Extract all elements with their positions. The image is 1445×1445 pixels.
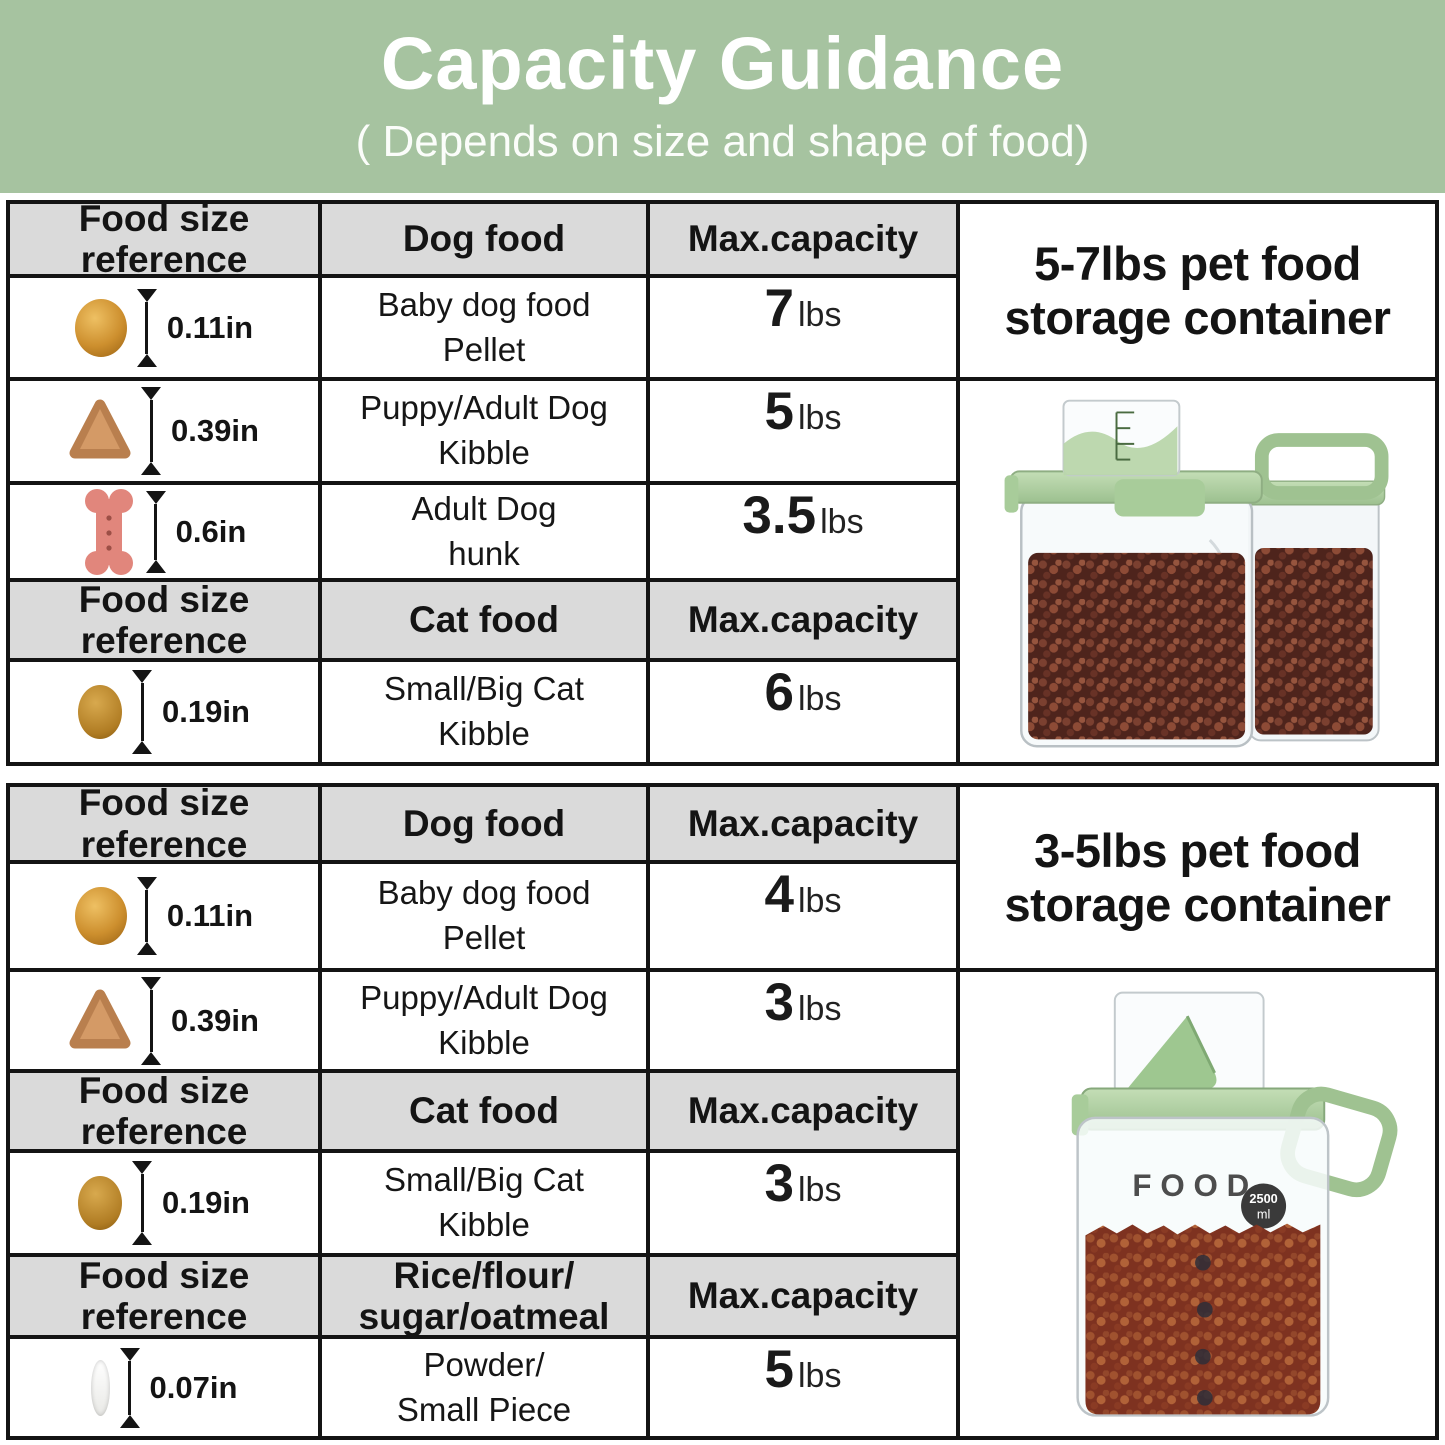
page-title: Capacity Guidance (380, 21, 1065, 105)
food-type-cell: Baby dog food Pellet (322, 278, 646, 377)
col-header-dog-food: Dog food (322, 787, 646, 860)
capacity-cell: 3.5 lbs (650, 485, 956, 578)
food-type-cell: Puppy/Adult Dog Kibble (322, 972, 646, 1069)
oval-kibble-icon (78, 685, 123, 739)
size-label: 0.07in (149, 1369, 238, 1405)
food-label: FOOD (1132, 1168, 1258, 1203)
capacity-cell: 7 lbs (650, 278, 956, 377)
volume-label: 2500 (1249, 1191, 1277, 1206)
size-reference-cell: 0.6in (10, 485, 318, 578)
size-reference-cell: 0.11in (10, 864, 318, 968)
height-measure-icon (132, 670, 153, 754)
container-illustration: FOOD 2500 ml (1071, 991, 1397, 1417)
capacity-table-3-5lbs: 3-5lbs pet food storage container (6, 782, 1439, 1440)
round-pellet-icon (74, 298, 127, 357)
size-label: 0.11in (166, 309, 254, 345)
food-type-cell: Puppy/Adult Dog Kibble (322, 381, 646, 481)
col-header-max-capacity: Max.capacity (650, 787, 956, 860)
capacity-cell: 3 lbs (650, 972, 956, 1069)
size-reference-cell: 0.19in (10, 662, 318, 762)
container-pair-illustration (1004, 399, 1388, 747)
col-header-food-size: Food size reference (10, 579, 318, 661)
size-reference-cell: 0.11in (10, 278, 318, 377)
food-type-cell: Powder/Small Piece (322, 1339, 646, 1436)
capacity-unit: lbs (798, 296, 842, 334)
food-type-cell: Small/Big Cat Kibble (322, 662, 646, 762)
size-label: 0.11in (166, 898, 254, 933)
col-header-max-capacity: Max.capacity (650, 1073, 956, 1149)
col-header-max-capacity: Max.capacity (650, 582, 956, 658)
col-header-cat-food: Cat food (322, 1073, 646, 1149)
capacity-cell: 5 lbs (650, 1339, 956, 1436)
height-measure-icon (145, 490, 166, 573)
size-reference-cell: 0.39in (10, 972, 318, 1069)
height-measure-icon (132, 1161, 153, 1245)
capacity-table-5-7lbs: 5-7lbs pet food storage container (6, 198, 1439, 766)
size-label: 0.19in (162, 1185, 250, 1220)
food-type-cell: Baby dog food Pellet (322, 864, 646, 968)
triangle-kibble-icon (69, 399, 131, 459)
oval-kibble-icon (78, 1176, 123, 1230)
col-header-max-capacity: Max.capacity (650, 1257, 956, 1335)
round-pellet-icon (74, 887, 127, 945)
food-type-cell: Small/Big Cat Kibble (322, 1153, 646, 1253)
col-header-food-size: Food size reference (10, 782, 318, 865)
height-measure-icon (141, 976, 162, 1065)
size-label: 0.6in (175, 513, 247, 549)
product-title-line2: storage container (1004, 290, 1391, 344)
capacity-cell: 5 lbs (650, 381, 956, 481)
product-title-line1: 5-7lbs pet food (1034, 237, 1361, 291)
powder-piece-icon (90, 1359, 110, 1416)
col-header-dog-food: Dog food (322, 204, 646, 274)
height-measure-icon (136, 877, 157, 955)
banner: Capacity Guidance ( Depends on size and … (0, 0, 1445, 193)
capacity-cell: 3 lbs (650, 1153, 956, 1253)
col-header-cat-food: Cat food (322, 582, 646, 658)
height-measure-icon (119, 1347, 140, 1428)
height-measure-icon (136, 288, 157, 367)
size-label: 0.39in (171, 413, 259, 448)
capacity-cell: 6 lbs (650, 662, 956, 762)
page-subtitle: ( Depends on size and shape of food) (355, 116, 1090, 166)
size-label: 0.39in (171, 1002, 259, 1038)
product-title-3-5lbs: 3-5lbs pet food storage container (960, 787, 1435, 968)
product-photo-5-7lbs (960, 381, 1435, 762)
triangle-kibble-icon (69, 989, 131, 1048)
col-header-max-capacity: Max.capacity (650, 204, 956, 274)
height-measure-icon (141, 387, 162, 475)
product-photo-3-5lbs: FOOD 2500 ml (960, 972, 1435, 1436)
size-label: 0.19in (162, 694, 250, 729)
capacity-cell: 4 lbs (650, 864, 956, 968)
size-reference-cell: 0.39in (10, 381, 318, 481)
col-header-food-size: Food size reference (10, 1255, 318, 1337)
product-title-line1: 3-5lbs pet food (1034, 824, 1361, 878)
col-header-food-size: Food size reference (10, 198, 318, 280)
col-header-rice-flour: Rice/flour/sugar/oatmeal (322, 1255, 646, 1337)
volume-unit-label: ml (1256, 1207, 1269, 1222)
size-reference-cell: 0.19in (10, 1153, 318, 1253)
bone-treat-icon (84, 488, 133, 575)
food-type-cell: Adult Dog hunk (322, 485, 646, 578)
product-title-5-7lbs: 5-7lbs pet food storage container (960, 204, 1435, 377)
product-title-line2: storage container (1004, 877, 1391, 931)
capacity-value: 7 (764, 279, 794, 338)
col-header-food-size: Food size reference (10, 1070, 318, 1152)
size-reference-cell: 0.07in (10, 1339, 318, 1436)
